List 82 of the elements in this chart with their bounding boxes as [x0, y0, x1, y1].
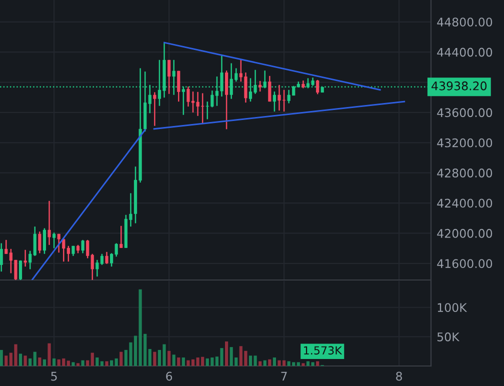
bar	[76, 363, 80, 366]
bar	[38, 358, 42, 366]
bar	[224, 341, 228, 366]
bar	[33, 352, 36, 366]
candlestick	[153, 92, 156, 127]
bar	[120, 352, 123, 366]
bar	[268, 359, 272, 366]
bar	[100, 361, 104, 366]
bar	[52, 358, 56, 366]
bar	[90, 352, 94, 366]
candlestick	[33, 226, 36, 257]
bar	[4, 356, 8, 366]
bar	[182, 358, 185, 366]
bar	[296, 362, 300, 366]
candlestick	[0, 242, 3, 272]
bar	[272, 358, 276, 366]
x-tick-label: 6	[166, 372, 172, 381]
candlestick	[52, 232, 56, 249]
y-tick-label: 50K	[437, 332, 460, 342]
candlestick	[28, 250, 32, 270]
data-label: 1.573K	[304, 346, 342, 355]
bar	[24, 356, 27, 366]
candlestick	[316, 79, 320, 95]
bar	[148, 349, 152, 366]
ref-line-label: 43938.20	[432, 81, 487, 90]
candlestick	[57, 233, 60, 254]
candlestick	[105, 251, 108, 265]
bar	[172, 354, 176, 366]
candlestick	[272, 90, 276, 112]
y-tick-label: 42000.00	[437, 228, 492, 238]
bar	[42, 359, 46, 366]
bar	[105, 361, 108, 366]
y-tick-label: 43200.00	[437, 138, 492, 148]
bar	[302, 363, 305, 366]
candlestick	[81, 239, 84, 254]
y-tick-label: 42400.00	[437, 198, 492, 208]
y-tick-label: 44400.00	[437, 48, 492, 57]
y-tick-label: 42800.00	[437, 168, 492, 178]
candlestick	[114, 242, 118, 258]
bar	[48, 343, 51, 366]
bar	[81, 360, 84, 366]
candlestick	[224, 70, 228, 130]
y-tick-label: 44800.00	[437, 18, 492, 27]
y-tick-label: 41600.00	[437, 259, 492, 268]
y-tick-label: 100K	[438, 303, 468, 312]
candlestick	[96, 259, 99, 278]
bar	[86, 360, 90, 366]
bar	[153, 352, 156, 366]
candlestick	[24, 249, 27, 268]
bar	[0, 350, 3, 366]
bar	[263, 360, 266, 366]
bar	[258, 361, 262, 366]
bar	[110, 360, 114, 366]
candlestick	[177, 70, 180, 102]
candlestick	[62, 238, 66, 262]
candlestick	[268, 75, 272, 102]
bar	[66, 360, 70, 366]
candlestick	[110, 252, 114, 268]
bar	[18, 354, 22, 366]
candlestick	[66, 245, 70, 262]
candlestick	[18, 260, 22, 280]
candlestick	[120, 225, 123, 249]
x-tick-label: 7	[281, 372, 287, 381]
bar	[114, 358, 118, 366]
candlestick	[42, 228, 46, 255]
candlestick	[148, 84, 152, 114]
candlestick	[90, 253, 94, 280]
bar	[167, 350, 171, 366]
candlestick	[100, 253, 104, 266]
x-tick-label: 8	[396, 372, 402, 381]
bar	[316, 361, 320, 366]
y-tick-label: 43600.00	[437, 108, 492, 118]
candlestick	[38, 230, 42, 254]
candlestick	[48, 200, 51, 246]
candlestick	[86, 239, 90, 259]
bar	[28, 358, 32, 366]
bar	[96, 358, 99, 366]
bar	[72, 362, 75, 366]
x-tick-label: 5	[51, 372, 57, 381]
candlestick	[4, 239, 8, 255]
candlestick	[167, 59, 171, 95]
bar	[177, 358, 180, 366]
